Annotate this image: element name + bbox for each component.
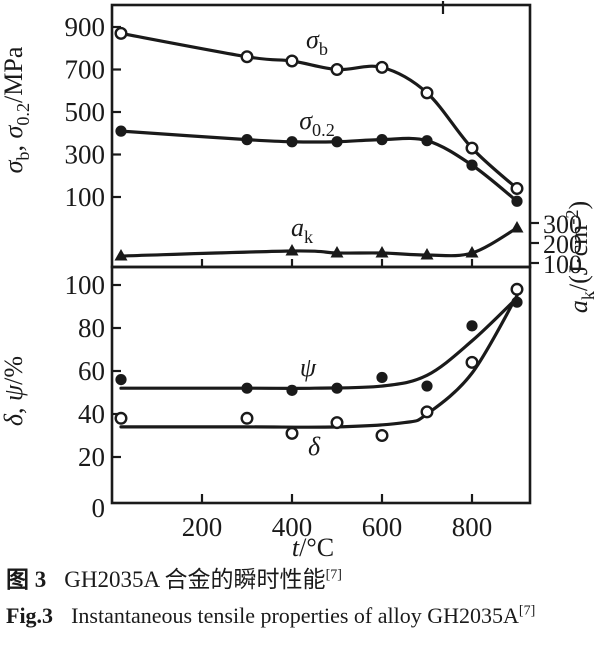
a-k-marker — [114, 249, 128, 261]
caption-cn-label: 图 3 — [6, 567, 47, 592]
delta-label: δ — [308, 432, 321, 461]
a-k-marker — [285, 244, 299, 256]
ak-y-axis-title: ak/(J·cm-2) — [562, 201, 598, 313]
delta-marker — [330, 416, 344, 430]
caption-en-label: Fig.3 — [6, 603, 54, 628]
sigma-02-marker — [421, 135, 433, 147]
ductility-y-tick-label: 80 — [78, 313, 105, 343]
delta-marker — [420, 405, 434, 419]
psi-marker — [331, 382, 343, 394]
ductility-y-tick-label: 0 — [92, 493, 106, 523]
strength-y-tick-label: 100 — [65, 182, 106, 212]
x-tick-label: 400 — [272, 512, 313, 542]
ak-y-tick-label: 300 — [543, 210, 582, 239]
sigma-02-marker — [115, 125, 127, 137]
a-k-marker — [330, 246, 344, 258]
sigma-b-marker — [114, 26, 128, 40]
sigma-02-marker — [241, 134, 253, 146]
psi-label: ψ — [300, 353, 317, 382]
sigma-02-marker — [286, 136, 298, 148]
strength-y-tick-label: 300 — [65, 140, 106, 170]
a-k-marker — [510, 221, 524, 233]
ductility-y-tick-label: 20 — [78, 442, 105, 472]
psi-marker — [286, 384, 298, 396]
ductility-y-tick-label: 40 — [78, 399, 105, 429]
sigma-02-marker — [376, 134, 388, 146]
sigma-b-marker — [420, 86, 434, 100]
sigma-02-curve — [119, 129, 519, 203]
caption-en-text: Instantaneous tensile properties of allo… — [71, 603, 519, 628]
a-k-curve — [119, 226, 519, 258]
sigma-b-label: σb — [306, 25, 328, 59]
delta-marker — [510, 282, 524, 296]
strength-y-tick-label: 500 — [65, 97, 106, 127]
sigma-b-marker — [285, 54, 299, 68]
delta-curve — [119, 294, 519, 429]
sigma-02-marker — [511, 195, 523, 207]
a-k-label: ak — [291, 213, 314, 247]
caption-cn-ref: [7] — [325, 567, 342, 583]
x-tick-label: 200 — [182, 512, 223, 542]
psi-curve — [119, 296, 519, 390]
x-tick-label: 600 — [362, 512, 403, 542]
psi-marker — [466, 320, 478, 332]
a-k-marker — [420, 248, 434, 260]
delta-marker — [285, 426, 299, 440]
psi-marker — [241, 382, 253, 394]
delta-marker — [114, 411, 128, 425]
delta-marker — [375, 429, 389, 443]
strength-y-tick-label: 700 — [65, 55, 106, 85]
sigma-02-marker — [466, 159, 478, 171]
sigma-b-marker — [330, 62, 344, 76]
bottom-panel-border — [110, 265, 532, 505]
strength-y-axis-title: σb, σ0.2/MPa — [0, 46, 33, 173]
a-k-marker — [465, 246, 479, 258]
delta-marker — [240, 411, 254, 425]
sigma-02-label: σ0.2 — [299, 106, 335, 140]
ductility-y-tick-label: 60 — [78, 356, 105, 386]
delta-marker — [465, 355, 479, 369]
x-tick-label: 800 — [452, 512, 493, 542]
ductility-y-axis-title: δ, ψ/% — [0, 356, 28, 426]
psi-marker — [421, 380, 433, 392]
sigma-02-marker — [331, 136, 343, 148]
a-k-marker — [375, 246, 389, 258]
psi-marker — [115, 374, 127, 386]
ak-y-tick-label: 100 — [543, 250, 582, 279]
sigma-b-marker — [465, 141, 479, 155]
caption-english: Fig.3 Instantaneous tensile properties of… — [6, 603, 535, 629]
caption-chinese: 图 3 GH2035A 合金的瞬时性能[7] — [6, 560, 342, 594]
strength-y-tick-label: 900 — [65, 12, 106, 42]
sigma-b-marker — [510, 181, 524, 195]
x-axis-title: t/°C — [292, 533, 334, 558]
ductility-y-tick-label: 100 — [65, 270, 106, 300]
sigma-b-marker — [375, 60, 389, 74]
psi-marker — [376, 371, 388, 384]
caption-cn-text: GH2035A 合金的瞬时性能 — [64, 567, 326, 592]
ak-y-tick-label: 200 — [543, 230, 582, 259]
sigma-b-marker — [240, 50, 254, 64]
caption-en-ref: [7] — [518, 603, 536, 619]
